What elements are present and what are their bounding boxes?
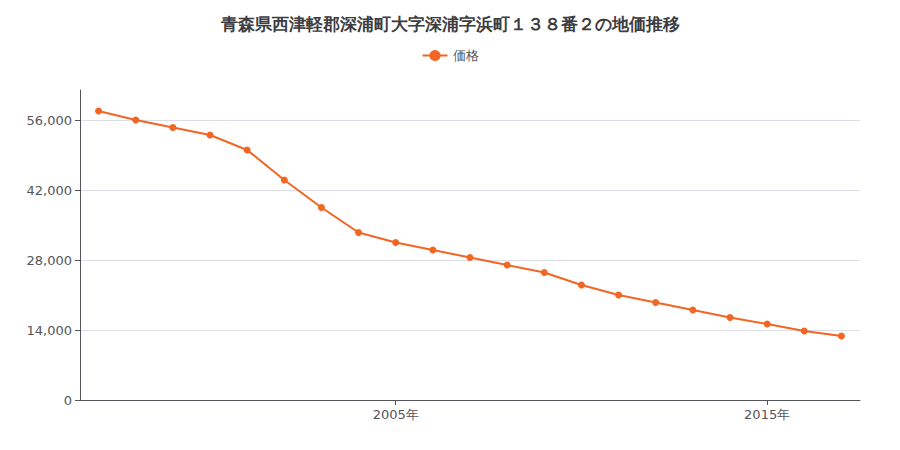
- svg-text:価格: 価格: [453, 48, 479, 63]
- svg-text:42,000: 42,000: [27, 183, 73, 198]
- svg-text:2015年: 2015年: [744, 407, 790, 422]
- svg-text:14,000: 14,000: [27, 323, 73, 338]
- svg-text:28,000: 28,000: [27, 253, 73, 268]
- svg-text:56,000: 56,000: [27, 113, 73, 128]
- svg-text:0: 0: [64, 393, 72, 408]
- svg-text:2005年: 2005年: [373, 407, 419, 422]
- svg-text:青森県西津軽郡深浦町大字深浦字浜町１３８番２の地価推移: 青森県西津軽郡深浦町大字深浦字浜町１３８番２の地価推移: [220, 14, 680, 34]
